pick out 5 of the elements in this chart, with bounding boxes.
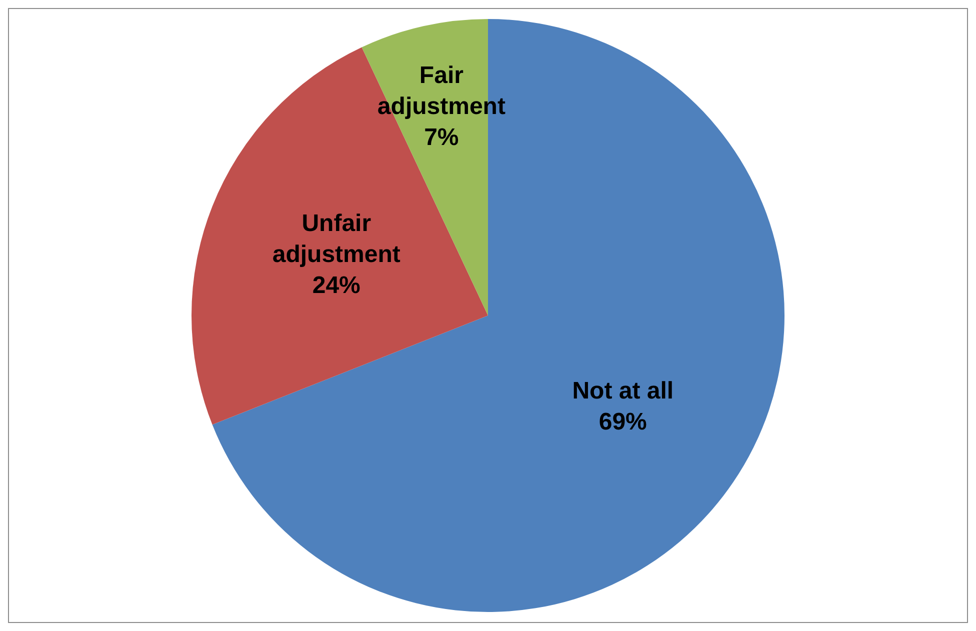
data-label: 7% bbox=[424, 124, 459, 151]
data-label: 69% bbox=[598, 408, 647, 436]
slice-label: Not at all bbox=[572, 377, 674, 404]
data-label: 24% bbox=[312, 272, 360, 300]
slice-label: Unfair adjustment bbox=[272, 210, 400, 268]
